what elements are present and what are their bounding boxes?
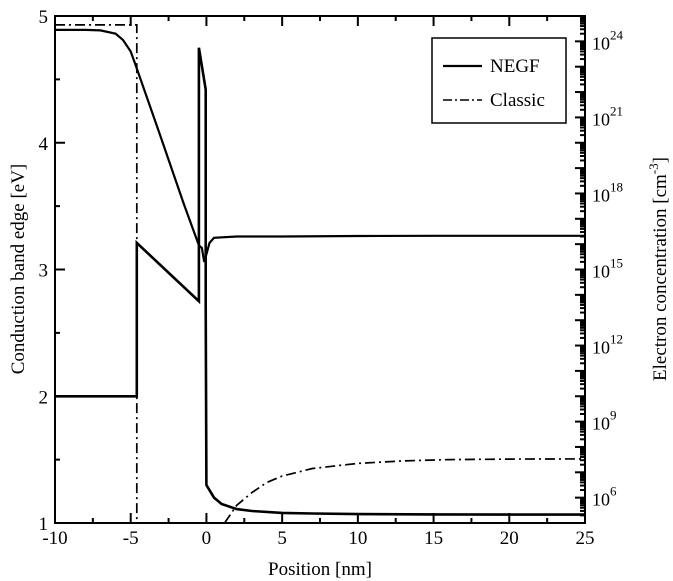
legend-label-negf: NEGF bbox=[490, 56, 540, 77]
y-left-axis-title: Conduction band edge [eV] bbox=[8, 164, 29, 375]
y-right-tick-exp: 21 bbox=[610, 103, 623, 118]
y-right-tick-exp: 18 bbox=[610, 179, 623, 194]
x-tick-label: 25 bbox=[576, 528, 595, 549]
x-tick-label: 10 bbox=[348, 528, 367, 549]
y-left-tick-label: 2 bbox=[39, 387, 49, 408]
y-right-tick-label: 106 bbox=[592, 484, 617, 510]
y-right-axis-title-text: Electron concentration [cm bbox=[650, 174, 671, 381]
y-right-tick-base: 10 bbox=[592, 490, 610, 510]
x-tick-label: 0 bbox=[202, 528, 212, 549]
x-tick-label: 20 bbox=[500, 528, 519, 549]
y-left-tick-label: 4 bbox=[39, 134, 49, 155]
legend-label-classic: Classic bbox=[490, 90, 545, 111]
x-tick-label: -10 bbox=[42, 528, 67, 549]
x-tick-label: 15 bbox=[424, 528, 443, 549]
y-right-axis-title-exp: -3 bbox=[646, 163, 661, 174]
y-right-tick-exp: 6 bbox=[610, 484, 617, 499]
y-right-tick-base: 10 bbox=[592, 33, 610, 53]
negf-band-edge-line bbox=[55, 47, 585, 516]
y-right-tick-label: 1012 bbox=[592, 332, 623, 358]
x-tick-label: -5 bbox=[123, 528, 139, 549]
x-axis-title: Position [nm] bbox=[268, 559, 372, 580]
y-left-tick-label: 3 bbox=[39, 261, 49, 282]
legend-box bbox=[431, 37, 567, 124]
y-right-tick-exp: 12 bbox=[610, 332, 623, 347]
y-right-tick-base: 10 bbox=[592, 262, 610, 282]
x-tick-label: 5 bbox=[277, 528, 287, 549]
y-right-tick-exp: 9 bbox=[610, 408, 617, 423]
plot-frame bbox=[54, 15, 586, 524]
y-right-tick-label: 1024 bbox=[592, 27, 624, 53]
y-right-axis-title: Electron concentration [cm-3] bbox=[646, 157, 671, 381]
y-right-tick-base: 10 bbox=[592, 109, 610, 129]
y-left-tick-label: 5 bbox=[39, 7, 49, 28]
y-right-tick-label: 109 bbox=[592, 408, 617, 434]
y-right-tick-base: 10 bbox=[592, 338, 610, 358]
y-right-tick-exp: 24 bbox=[610, 27, 624, 42]
negf-concentration-line bbox=[55, 28, 585, 263]
classic-concentration-line bbox=[223, 458, 585, 523]
y-right-tick-label: 1021 bbox=[592, 103, 623, 129]
y-right-tick-exp: 15 bbox=[610, 256, 623, 271]
legend: NEGF Classic bbox=[431, 37, 567, 124]
y-right-tick-base: 10 bbox=[592, 414, 610, 434]
classic-band-edge-line bbox=[55, 24, 138, 523]
y-left-tick-label: 1 bbox=[39, 514, 49, 535]
y-right-axis-title-close: ] bbox=[650, 157, 671, 163]
y-right-tick-label: 1015 bbox=[592, 256, 623, 282]
series-layer bbox=[55, 24, 585, 523]
y-right-tick-label: 1018 bbox=[592, 179, 623, 205]
y-right-tick-base: 10 bbox=[592, 185, 610, 205]
